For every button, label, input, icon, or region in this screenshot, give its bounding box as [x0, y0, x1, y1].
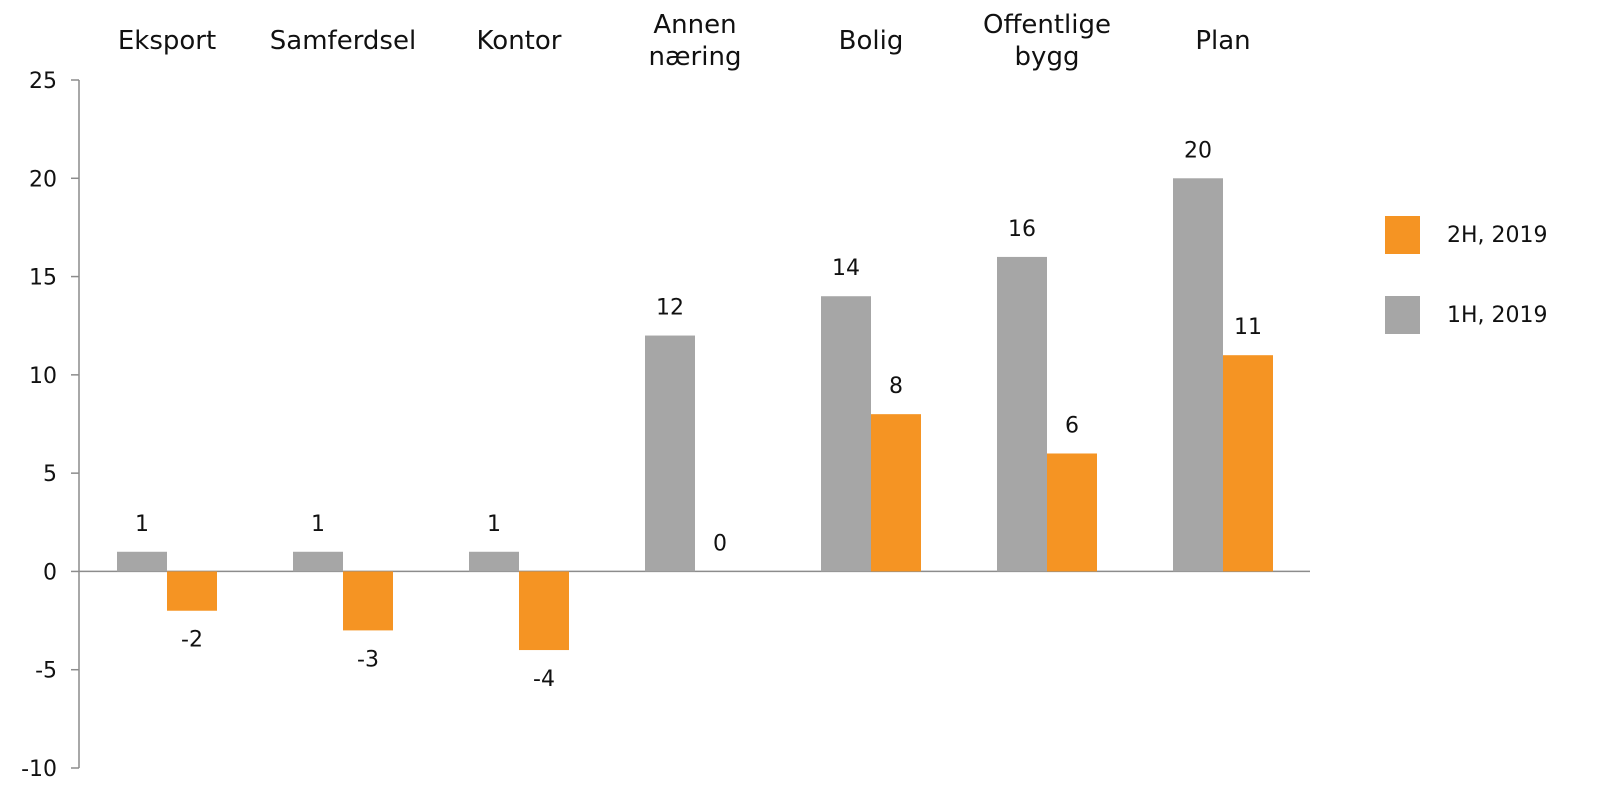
- bar-2h-2019: [343, 571, 393, 631]
- bar-1h-2019: [469, 551, 519, 572]
- category-label-line: Samferdsel: [270, 26, 416, 56]
- category-label: Bolig: [839, 26, 904, 56]
- category-labels: Eksport Samferdsel Kontor Annen næring Bolig O…: [118, 10, 1251, 72]
- bar-2h-2019: [871, 414, 921, 572]
- bars: [117, 178, 1273, 651]
- data-label: 11: [1234, 315, 1262, 340]
- y-tick-label: 15: [29, 266, 57, 291]
- legend: 2H, 2019 1H, 2019: [1385, 216, 1548, 334]
- legend-label: 1H, 2019: [1447, 303, 1548, 328]
- bar-1h-2019: [117, 551, 167, 572]
- category-label-line: næring: [649, 42, 742, 72]
- category-label: Samferdsel: [270, 26, 416, 56]
- data-label: 12: [656, 296, 684, 321]
- bar-1h-2019: [645, 335, 695, 572]
- data-label: 0: [713, 531, 727, 556]
- data-label: 6: [1065, 413, 1079, 438]
- category-label: Plan: [1195, 26, 1250, 56]
- bar-2h-2019: [1047, 453, 1097, 572]
- legend-swatch: [1385, 296, 1420, 334]
- y-tick-label: -5: [35, 659, 57, 684]
- y-tick-label: 0: [43, 560, 57, 585]
- data-label: 16: [1008, 217, 1036, 242]
- category-label-line: bygg: [1015, 42, 1080, 72]
- data-labels: 1 -2 1 -3 1 -4 12 0 14 8 16 6 20 11: [135, 138, 1262, 692]
- data-label: 1: [487, 512, 501, 537]
- data-label: -4: [533, 667, 555, 692]
- category-label-line: Kontor: [477, 26, 562, 56]
- category-label-line: Plan: [1195, 26, 1250, 56]
- bar-1h-2019: [293, 551, 343, 572]
- bar-2h-2019: [167, 571, 217, 611]
- category-label: Annen næring: [649, 10, 742, 72]
- bar-1h-2019: [997, 256, 1047, 572]
- bar-1h-2019: [1173, 178, 1223, 572]
- bar-1h-2019: [821, 296, 871, 572]
- data-label: 1: [135, 512, 149, 537]
- bar-2h-2019: [519, 571, 569, 651]
- category-label-line: Eksport: [118, 26, 216, 56]
- category-label-line: Bolig: [839, 26, 904, 56]
- data-label: 20: [1184, 138, 1212, 163]
- category-label: Kontor: [477, 26, 562, 56]
- y-tick-label: 25: [29, 69, 57, 94]
- category-label-line: Annen: [653, 10, 736, 40]
- data-label: -3: [357, 647, 379, 672]
- bar-2h-2019: [1223, 355, 1273, 572]
- data-label: 14: [832, 256, 860, 281]
- category-label: Offentlige bygg: [983, 10, 1111, 72]
- legend-swatch: [1385, 216, 1420, 254]
- y-tick-label: 5: [43, 462, 57, 487]
- y-tick-label: 10: [29, 364, 57, 389]
- y-tick-label: -10: [21, 757, 57, 782]
- data-label: 8: [889, 374, 903, 399]
- data-label: -2: [181, 628, 203, 653]
- data-label: 1: [311, 512, 325, 537]
- category-label-line: Offentlige: [983, 10, 1111, 40]
- y-axis: -10 -5 0 5 10 15 20 25: [21, 69, 80, 782]
- y-tick-label: 20: [29, 167, 57, 192]
- category-label: Eksport: [118, 26, 216, 56]
- legend-label: 2H, 2019: [1447, 223, 1548, 248]
